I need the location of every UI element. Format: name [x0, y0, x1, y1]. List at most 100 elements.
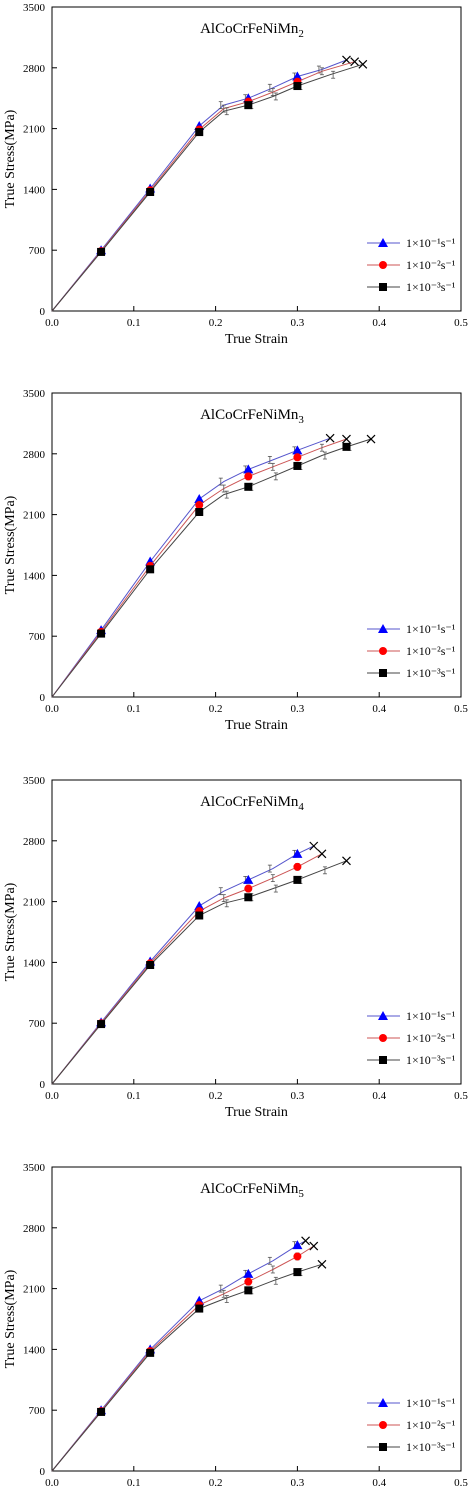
fracture-mark: [366, 434, 376, 444]
x-tick-label: 0.3: [291, 703, 305, 715]
y-tick-label: 700: [29, 245, 46, 257]
plot-frame: [51, 6, 462, 312]
data-point: [293, 82, 302, 91]
x-tick-label: 0.3: [291, 1477, 305, 1489]
series-line: [51, 437, 331, 698]
chart-title: AlCoCrFeNiMn3: [200, 407, 304, 426]
data-point: [195, 911, 204, 920]
y-tick-label: 3500: [23, 2, 46, 14]
x-tick-label: 0.1: [127, 317, 141, 329]
data-point: [244, 1277, 253, 1286]
y-tick-label: 3500: [23, 775, 46, 787]
fracture-stroke: [358, 59, 368, 69]
x-tick-label: 0.0: [45, 1090, 59, 1102]
legend-label: 1×10⁻³s⁻¹: [406, 280, 456, 294]
fracture-mark: [309, 841, 319, 851]
series-line: [51, 61, 355, 312]
chart-title-subscript: 5: [298, 1188, 304, 1200]
data-point: [97, 247, 106, 256]
legend: 1×10⁻¹s⁻¹ 1×10⁻²s⁻¹ 1×10⁻³s⁻¹: [367, 236, 456, 294]
legend-marker: [379, 1421, 387, 1429]
x-tick-label: 0.1: [127, 703, 141, 715]
y-tick-label: 0: [40, 692, 46, 704]
y-tick-label: 3500: [23, 388, 46, 400]
chart-panel-2: 0.0 0.1 0.2 0.3 0.4 0.5 0 700 1400 2100 2800 3500 Tr…: [3, 388, 468, 733]
series-1: [51, 433, 335, 698]
legend-marker: [378, 1011, 388, 1020]
chart-panel-1: 0.0 0.1 0.2 0.3 0.4 0.5 0 700 1400 2100 2800 3500 Tr…: [3, 2, 468, 347]
x-tick-label: 0.4: [372, 1477, 386, 1489]
series-3: [51, 59, 368, 312]
fracture-stroke: [317, 849, 327, 859]
y-tick-label: 2800: [23, 449, 46, 461]
data-point: [244, 101, 253, 110]
series-1: [51, 1236, 311, 1472]
legend-label: 1×10⁻¹s⁻¹: [406, 1396, 456, 1410]
x-tick-label: 0.4: [372, 703, 386, 715]
data-point: [244, 472, 253, 481]
data-point: [244, 893, 253, 902]
y-tick-label: 2100: [23, 897, 46, 909]
legend-marker: [378, 624, 388, 633]
y-tick-label: 2800: [23, 1223, 46, 1235]
chart-title-subscript: 2: [298, 28, 304, 40]
plot-frame: [51, 1166, 462, 1472]
fracture-mark: [309, 1241, 319, 1251]
data-point: [244, 884, 253, 893]
legend-label: 1×10⁻¹s⁻¹: [406, 1009, 456, 1023]
series-1: [51, 55, 351, 312]
legend-marker: [379, 647, 387, 655]
x-tick-label: 0.3: [291, 317, 305, 329]
x-tick-label: 0.1: [127, 1477, 141, 1489]
legend: 1×10⁻¹s⁻¹ 1×10⁻²s⁻¹ 1×10⁻³s⁻¹: [367, 1009, 456, 1067]
fracture-mark: [342, 55, 351, 65]
data-point: [97, 629, 106, 638]
y-tick-label: 1400: [23, 957, 46, 969]
series-line: [51, 1240, 306, 1472]
chart-title-subscript: 4: [298, 801, 304, 813]
x-tick-label: 0.2: [209, 703, 223, 715]
y-tick-label: 0: [40, 306, 46, 318]
x-tick-label: 0.2: [209, 1477, 223, 1489]
legend-marker: [379, 1056, 387, 1064]
series-line: [51, 59, 347, 312]
y-axis-label: True Stress(MPa): [3, 495, 18, 594]
data-point: [293, 1252, 302, 1261]
fracture-mark: [342, 434, 351, 444]
legend-label: 1×10⁻²s⁻¹: [406, 644, 456, 658]
series-line: [51, 63, 363, 312]
chart-title-base: AlCoCrFeNiMn: [200, 794, 299, 810]
data-point: [244, 482, 253, 491]
fracture-mark: [317, 849, 327, 859]
series-2: [51, 57, 360, 312]
data-point: [194, 900, 205, 910]
data-point: [342, 442, 351, 451]
legend-label: 1×10⁻²s⁻¹: [406, 1418, 456, 1432]
series-1: [51, 841, 319, 1085]
legend: 1×10⁻¹s⁻¹ 1×10⁻²s⁻¹ 1×10⁻³s⁻¹: [367, 1396, 456, 1454]
data-point: [195, 507, 204, 516]
x-tick-label: 0.1: [127, 1090, 141, 1102]
fracture-stroke: [342, 55, 351, 65]
legend-marker: [379, 261, 387, 269]
legend: 1×10⁻¹s⁻¹ 1×10⁻²s⁻¹ 1×10⁻³s⁻¹: [367, 622, 456, 680]
plot-frame: [51, 392, 462, 698]
data-point: [292, 445, 303, 455]
legend-marker: [379, 1034, 387, 1042]
y-axis-label: True Stress(MPa): [3, 109, 18, 208]
y-tick-label: 2100: [23, 124, 46, 136]
fracture-stroke: [342, 434, 351, 444]
fracture-mark: [317, 1259, 327, 1269]
x-tick-label: 0.5: [454, 703, 468, 715]
data-point: [293, 875, 302, 884]
x-tick-label: 0.5: [454, 1477, 468, 1489]
data-point: [97, 1020, 106, 1029]
x-tick-label: 0.4: [372, 1090, 386, 1102]
chart-title-subscript: 3: [298, 414, 304, 426]
y-tick-label: 0: [40, 1466, 46, 1478]
series-2: [51, 849, 327, 1085]
legend-marker: [379, 1443, 387, 1451]
data-point: [244, 1286, 253, 1295]
fracture-mark: [325, 433, 335, 443]
legend-marker: [379, 669, 387, 677]
